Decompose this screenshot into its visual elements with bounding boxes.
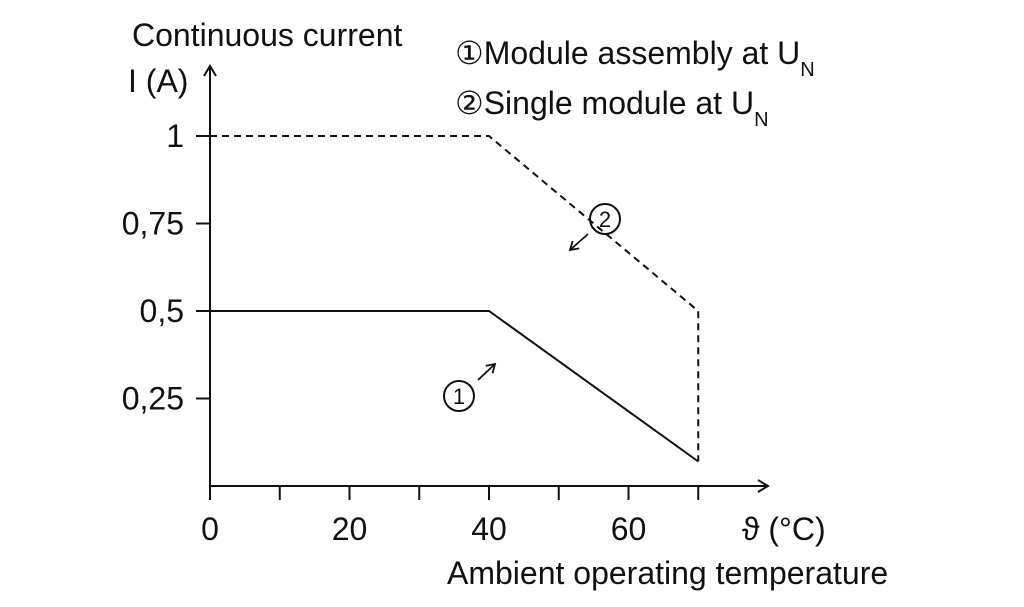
x-tick-label: 20 <box>332 511 368 547</box>
x-axis-label: Ambient operating temperature <box>447 555 888 591</box>
legend-label: Single module at U <box>484 85 754 121</box>
y-tick-label: 1 <box>166 118 184 154</box>
y-tick-label: 0,25 <box>122 381 184 417</box>
series-lines <box>210 135 700 463</box>
x-axis-arrow <box>757 479 770 493</box>
series-line-2 <box>210 135 700 462</box>
series-marker-arrowhead-1 <box>485 362 497 374</box>
x-tick-label: 60 <box>611 511 647 547</box>
legend-marker: ② <box>455 85 484 121</box>
series-marker-pointer-2 <box>569 233 589 251</box>
axis-labels: Continuous current I (A) ϑ (°C) Ambient … <box>128 17 888 591</box>
axes: 0 20 40 60 0,25 0,5 0,75 1 <box>122 64 770 547</box>
series-marker-arrowhead-2 <box>568 240 580 252</box>
series-marker-circle-2 <box>589 203 621 235</box>
legend-label: Module assembly at U <box>484 35 801 71</box>
y-axis-label-line1: Continuous current <box>132 17 402 53</box>
y-axis-label-line2: I (A) <box>128 63 188 99</box>
y-tick-label: 0,75 <box>122 206 184 242</box>
y-tick-label: 0,5 <box>140 293 184 329</box>
series-line-1 <box>210 310 699 463</box>
y-axis-arrow <box>203 64 217 77</box>
x-tick-label: 40 <box>471 511 507 547</box>
x-tick-label: 0 <box>201 511 219 547</box>
series-marker-circle-1 <box>443 380 475 412</box>
series-marker-pointer-1 <box>477 363 496 381</box>
legend-subscript: N <box>754 109 768 131</box>
series-marker-number-1: 1 <box>453 384 465 409</box>
legend-subscript: N <box>800 59 814 81</box>
series-marker-number-2: 2 <box>599 207 611 232</box>
series-markers: 12 <box>443 203 621 412</box>
legend-entry-1: ①Module assembly at UN <box>455 35 815 81</box>
legend-entry-2: ②Single module at UN <box>455 85 769 131</box>
legend-marker: ① <box>455 35 484 71</box>
x-axis-unit-label: ϑ (°C) <box>742 511 826 547</box>
